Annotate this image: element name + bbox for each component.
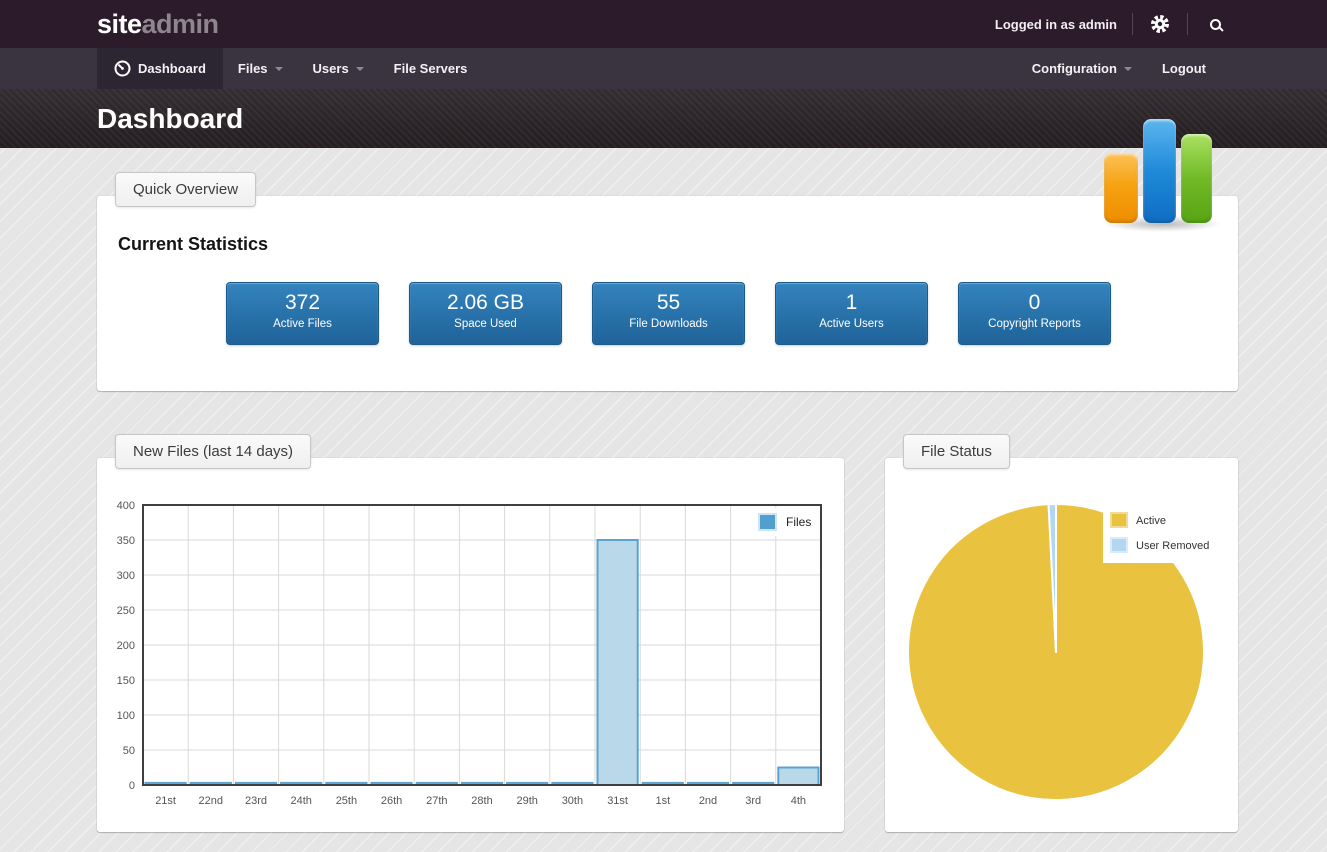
nav-item-label: File Servers bbox=[394, 61, 468, 76]
y-tick-label: 400 bbox=[117, 500, 135, 512]
illustration-bar-blue bbox=[1143, 119, 1176, 223]
gauge-icon bbox=[114, 60, 131, 77]
top-bar: siteadmin Logged in as admin bbox=[0, 0, 1327, 48]
nav-item-label: Configuration bbox=[1032, 61, 1117, 76]
chevron-down-icon bbox=[356, 67, 364, 71]
x-tick-label: 30th bbox=[562, 795, 583, 807]
x-tick-label: 3rd bbox=[745, 795, 761, 807]
stat-value: 55 bbox=[593, 291, 744, 315]
bar-chart-illustration-icon bbox=[1104, 115, 1210, 225]
y-tick-label: 200 bbox=[117, 640, 135, 652]
nav-item-label: Dashboard bbox=[138, 61, 206, 76]
divider bbox=[1187, 13, 1188, 35]
bar bbox=[598, 540, 638, 785]
page-title: Dashboard bbox=[97, 103, 243, 135]
y-tick-label: 300 bbox=[117, 570, 135, 582]
x-tick-label: 23rd bbox=[245, 795, 267, 807]
stat-box-copyright-reports[interactable]: 0 Copyright Reports bbox=[958, 282, 1111, 345]
search-button[interactable] bbox=[1203, 12, 1227, 36]
divider bbox=[1132, 13, 1133, 35]
y-tick-label: 350 bbox=[117, 535, 135, 547]
y-tick-label: 150 bbox=[117, 675, 135, 687]
x-tick-label: 1st bbox=[655, 795, 670, 807]
nav-left: Dashboard Files Users File Servers bbox=[97, 48, 482, 89]
gear-icon bbox=[1149, 13, 1171, 35]
stat-label: Copyright Reports bbox=[959, 318, 1110, 330]
illustration-bar-green bbox=[1181, 134, 1212, 223]
y-tick-label: 0 bbox=[129, 780, 135, 792]
stat-value: 2.06 GB bbox=[410, 291, 561, 315]
x-tick-label: 25th bbox=[336, 795, 357, 807]
brand-site-text: site bbox=[97, 9, 142, 39]
bar bbox=[778, 768, 818, 786]
nav-item-files[interactable]: Files bbox=[223, 48, 298, 89]
nav-item-configuration[interactable]: Configuration bbox=[1017, 48, 1147, 89]
nav-item-users[interactable]: Users bbox=[298, 48, 379, 89]
legend-label-user-removed: User Removed bbox=[1136, 540, 1209, 552]
main-nav: Dashboard Files Users File Servers Confi… bbox=[0, 48, 1327, 89]
nav-item-label: Files bbox=[238, 61, 268, 76]
stat-label: Space Used bbox=[410, 318, 561, 330]
files-bar-chart: 0 50 100 150 200 250 300 350 400 21st 22nd 23rd 24th… bbox=[97, 491, 842, 821]
logged-in-text: Logged in as admin bbox=[995, 17, 1117, 32]
legend-swatch-files bbox=[759, 514, 776, 530]
legend-label-active: Active bbox=[1136, 515, 1166, 527]
x-tick-label: 4th bbox=[791, 795, 806, 807]
tab-file-status[interactable]: File Status bbox=[903, 434, 1010, 469]
nav-right: Configuration Logout bbox=[1017, 48, 1221, 89]
search-icon bbox=[1210, 19, 1221, 30]
x-tick-label: 24th bbox=[290, 795, 311, 807]
topbar-right: Logged in as admin bbox=[995, 12, 1227, 36]
stat-value: 1 bbox=[776, 291, 927, 315]
chevron-down-icon bbox=[275, 67, 283, 71]
nav-item-file-servers[interactable]: File Servers bbox=[379, 48, 483, 89]
brand-logo[interactable]: siteadmin bbox=[97, 9, 219, 40]
current-statistics-heading: Current Statistics bbox=[97, 196, 1238, 255]
stat-box-active-users[interactable]: 1 Active Users bbox=[775, 282, 928, 345]
tab-quick-overview[interactable]: Quick Overview bbox=[115, 172, 256, 207]
x-tick-label: 22nd bbox=[199, 795, 223, 807]
tab-new-files[interactable]: New Files (last 14 days) bbox=[115, 434, 311, 469]
x-tick-label: 28th bbox=[471, 795, 492, 807]
app-root: siteadmin Logged in as admin bbox=[0, 0, 1327, 852]
x-tick-label: 21st bbox=[155, 795, 176, 807]
x-tick-label: 29th bbox=[516, 795, 537, 807]
stat-box-space-used[interactable]: 2.06 GB Space Used bbox=[409, 282, 562, 345]
nav-item-logout[interactable]: Logout bbox=[1147, 48, 1221, 89]
x-tick-label: 26th bbox=[381, 795, 402, 807]
illustration-bar-orange bbox=[1104, 153, 1138, 223]
x-tick-label: 27th bbox=[426, 795, 447, 807]
stat-box-active-files[interactable]: 372 Active Files bbox=[226, 282, 379, 345]
new-files-panel: New Files (last 14 days) 050100150200250… bbox=[97, 458, 844, 832]
settings-gear-button[interactable] bbox=[1148, 12, 1172, 36]
y-tick-label: 100 bbox=[117, 710, 135, 722]
charts-row: New Files (last 14 days) 050100150200250… bbox=[97, 458, 1238, 832]
file-status-pie-chart: Active User Removed bbox=[885, 458, 1238, 832]
stat-box-file-downloads[interactable]: 55 File Downloads bbox=[592, 282, 745, 345]
legend-swatch-active bbox=[1111, 513, 1127, 527]
file-status-panel: File Status ActiveUser Removed bbox=[885, 458, 1238, 832]
stat-label: File Downloads bbox=[593, 318, 744, 330]
nav-item-dashboard[interactable]: Dashboard bbox=[97, 48, 223, 89]
legend-swatch-user-removed bbox=[1111, 538, 1127, 552]
y-tick-label: 250 bbox=[117, 605, 135, 617]
x-tick-label: 31st bbox=[607, 795, 628, 807]
quick-overview-panel: Quick Overview Current Statistics 372 Ac… bbox=[97, 196, 1238, 391]
stat-label: Active Users bbox=[776, 318, 927, 330]
nav-item-label: Users bbox=[313, 61, 349, 76]
y-tick-label: 50 bbox=[123, 745, 135, 757]
stat-value: 0 bbox=[959, 291, 1110, 315]
legend-label-files: Files bbox=[786, 515, 811, 529]
stats-row: 372 Active Files 2.06 GB Space Used 55 F… bbox=[226, 282, 1238, 345]
chevron-down-icon bbox=[1124, 67, 1132, 71]
x-tick-label: 2nd bbox=[699, 795, 717, 807]
brand-admin-text: admin bbox=[142, 9, 219, 39]
nav-item-label: Logout bbox=[1162, 61, 1206, 76]
stat-label: Active Files bbox=[227, 318, 378, 330]
stat-value: 372 bbox=[227, 291, 378, 315]
